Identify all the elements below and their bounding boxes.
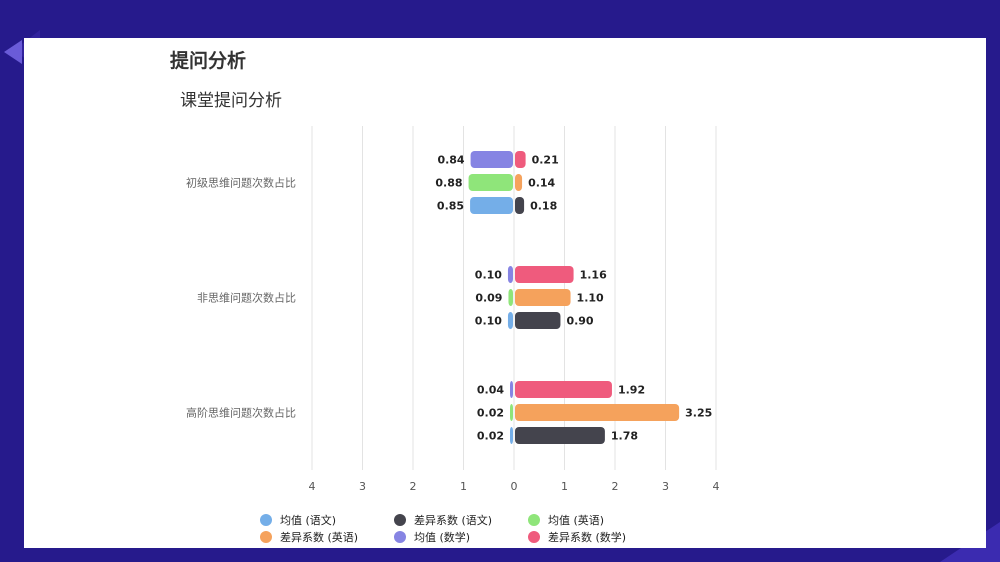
data-label-left: 0.85 [437,200,464,213]
data-label-right: 0.18 [530,200,557,213]
bar-left [470,151,513,168]
category-label: 初级思维问题次数占比 [186,176,296,190]
x-tick-label: 1 [460,480,467,493]
bar-right [515,404,680,421]
bar-left [510,404,513,421]
x-tick-label: 4 [309,480,316,493]
slide-panel: 提问分析 课堂提问分析 4 3 2 1 0 1 2 3 4 初级思维问题次数占比 0.21 0.84 0… [24,38,986,548]
legend-item[interactable]: 均值 (数学) [394,529,528,544]
legend-label: 均值 (语文) [280,513,337,527]
x-tick-label: 4 [713,480,720,493]
bar-right [515,151,526,168]
bar-left [507,266,513,283]
bar-right [515,289,571,306]
data-label-right: 3.25 [685,407,712,420]
data-label-left: 0.02 [477,430,504,443]
legend-swatch [260,530,272,543]
x-tick-label: 1 [561,480,568,493]
bar-right [515,197,525,214]
legend-item[interactable]: 差异系数 (语文) [394,512,528,527]
decorative-triangle [4,40,22,64]
bar-right [515,266,574,283]
data-label-right: 1.78 [611,430,638,443]
legend-swatch [394,530,406,543]
x-tick-label: 2 [612,480,619,493]
bar-right [515,381,612,398]
data-label-right: 0.90 [566,315,593,328]
data-label-right: 0.14 [528,177,555,190]
legend-swatch [394,513,406,526]
legend-label: 均值 (数学) [414,530,471,544]
bar-right [515,312,561,329]
bar-right [515,174,523,191]
x-tick-label: 2 [410,480,417,493]
legend-item[interactable]: 均值 (英语) [528,512,638,527]
data-label-left: 0.04 [477,384,504,397]
data-label-right: 1.10 [577,292,604,305]
bar-left [468,174,513,191]
bar-left [508,289,513,306]
legend-swatch [528,530,540,543]
data-label-left: 0.02 [477,407,504,420]
bar-right [515,427,605,444]
legend-swatch [528,513,540,526]
bar-left [470,197,513,214]
legend-item[interactable]: 均值 (语文) [260,512,394,527]
x-tick-label: 3 [359,480,366,493]
data-label-right: 1.16 [580,269,607,282]
category-label: 非思维问题次数占比 [197,291,296,305]
data-label-left: 0.10 [475,269,502,282]
data-label-left: 0.09 [475,292,502,305]
legend-label: 差异系数 (英语) [280,530,359,544]
category-label: 高阶思维问题次数占比 [186,406,296,420]
data-label-left: 0.88 [435,177,462,190]
page-title: 提问分析 [170,50,247,72]
chart-legend: 均值 (语文) 差异系数 (语文) 均值 (英语) 差异系数 (英语) 均值 (… [260,512,638,544]
bar-left [510,381,513,398]
data-label-left: 0.10 [475,315,502,328]
chart-title: 课堂提问分析 [180,91,282,111]
data-label-right: 1.92 [618,384,645,397]
legend-swatch [260,513,272,526]
bar-left [510,427,513,444]
data-label-left: 0.84 [437,154,464,167]
legend-item[interactable]: 差异系数 (英语) [260,529,394,544]
legend-label: 差异系数 (语文) [414,513,493,527]
legend-item[interactable]: 差异系数 (数学) [528,529,638,544]
x-tick-label: 0 [511,480,518,493]
bar-left [507,312,513,329]
bar-chart: 4 3 2 1 0 1 2 3 4 初级思维问题次数占比 0.21 0.84 0.14 0.88 0.18 0… [186,126,720,493]
x-tick-label: 3 [662,480,669,493]
legend-label: 均值 (英语) [548,513,605,527]
data-label-right: 0.21 [532,154,559,167]
legend-label: 差异系数 (数学) [548,530,627,544]
